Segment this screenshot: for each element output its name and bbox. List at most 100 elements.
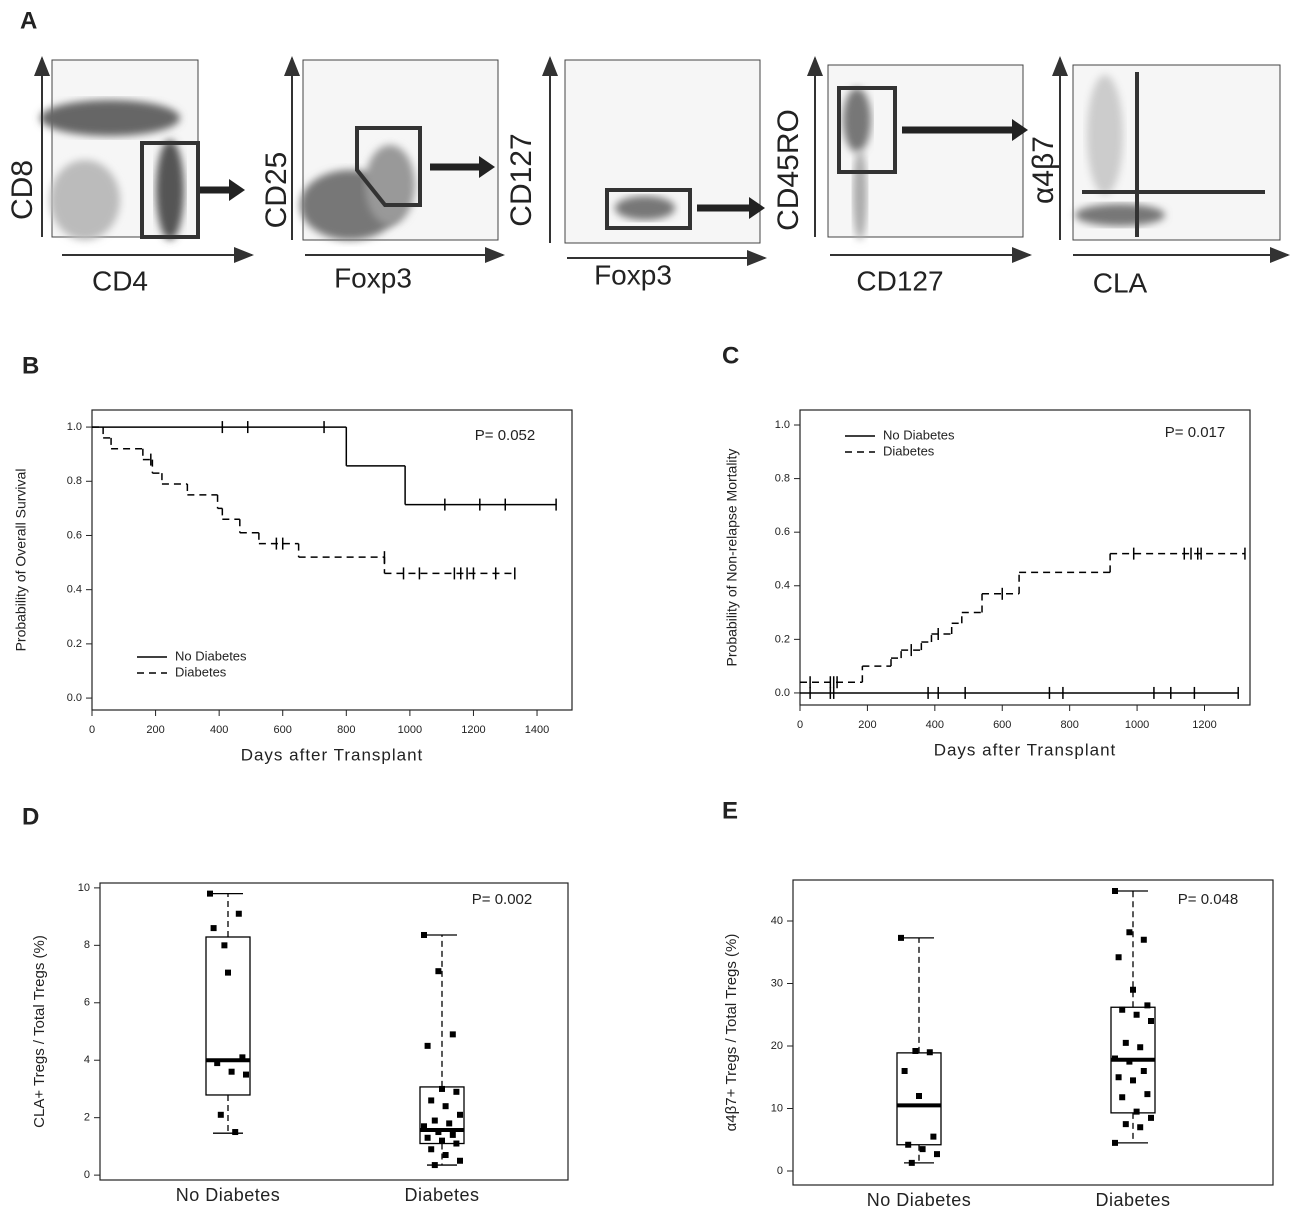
x-axis-label: CD4	[92, 265, 148, 296]
x-tick-label: 800	[337, 724, 355, 736]
data-point	[1137, 1044, 1143, 1050]
data-point	[1137, 1124, 1143, 1130]
y-tick-label: 0.0	[775, 687, 790, 699]
data-point	[1148, 1115, 1154, 1121]
y-axis-label: Probability of Non-relapse Mortality	[724, 449, 740, 667]
x-tick-label: 0	[797, 719, 803, 731]
legend-label: No Diabetes	[175, 648, 247, 663]
data-point	[1130, 987, 1136, 993]
data-point	[446, 1120, 452, 1126]
x-tick-label: 1400	[525, 724, 549, 736]
data-point	[1134, 1109, 1140, 1115]
data-point	[229, 1069, 235, 1075]
data-point	[930, 1134, 936, 1140]
y-tick-label: 0.0	[67, 692, 82, 704]
y-axis-label: CD25	[260, 152, 293, 229]
data-point	[443, 1152, 449, 1158]
data-point	[211, 925, 217, 931]
y-tick-label: 30	[771, 977, 783, 989]
y-axis-label: α4β7	[1027, 136, 1060, 204]
data-point	[239, 1054, 245, 1060]
data-point	[1112, 1140, 1118, 1146]
data-point	[927, 1049, 933, 1055]
y-tick-label: 20	[771, 1040, 783, 1052]
data-point	[1112, 1056, 1118, 1062]
data-point	[1116, 954, 1122, 960]
data-point	[425, 1043, 431, 1049]
y-tick-label: 0.2	[67, 638, 82, 650]
annotation: P= 0.048	[1178, 891, 1238, 908]
x-tick-label: 1000	[398, 724, 422, 736]
plot-frame	[100, 883, 568, 1180]
data-point	[920, 1146, 926, 1152]
data-point	[428, 1146, 434, 1152]
box	[206, 937, 250, 1095]
data-point	[214, 1060, 220, 1066]
density-blob	[156, 140, 184, 240]
x-tick-label: 0	[89, 724, 95, 736]
x-tick-label: Diabetes	[404, 1185, 479, 1205]
y-tick-label: 2	[84, 1112, 90, 1124]
data-point	[221, 942, 227, 948]
density-blob	[853, 150, 867, 240]
data-point	[1134, 1012, 1140, 1018]
data-point	[435, 968, 441, 974]
y-tick-label: 0	[777, 1165, 783, 1177]
y-axis-label: CD45RO	[772, 109, 805, 231]
data-point	[1130, 1077, 1136, 1083]
data-point	[898, 935, 904, 941]
density-blob	[1087, 75, 1123, 195]
y-axis-label: CD8	[6, 160, 39, 220]
density-blob	[1075, 204, 1165, 226]
x-tick-label: 600	[993, 719, 1011, 731]
figure: A CD8CD4CD25Foxp3CD127Foxp3CD45ROCD127α4…	[0, 0, 1291, 1210]
data-point	[435, 1129, 441, 1135]
y-axis-label: CD127	[505, 133, 538, 226]
annotation: P= 0.052	[475, 427, 535, 444]
y-tick-label: 0.4	[775, 580, 790, 592]
data-point	[236, 911, 242, 917]
panel-letter: A	[20, 7, 37, 34]
y-axis-label: Probability of Overall Survival	[13, 469, 29, 652]
y-tick-label: 0	[84, 1169, 90, 1181]
panel-letter: E	[722, 797, 738, 824]
data-point	[1148, 1018, 1154, 1024]
plot-frame	[800, 410, 1250, 705]
data-point	[457, 1158, 463, 1164]
data-point	[1126, 1059, 1132, 1065]
data-point	[1141, 937, 1147, 943]
x-axis-label: Foxp3	[594, 259, 672, 290]
y-tick-label: 0.8	[775, 472, 790, 484]
y-tick-label: 4	[84, 1054, 90, 1066]
y-tick-label: 0.6	[67, 529, 82, 541]
x-axis-label: Days after Transplant	[934, 740, 1117, 759]
data-point	[934, 1151, 940, 1157]
density-blob	[615, 196, 675, 220]
panel-letter: D	[22, 803, 39, 830]
y-tick-label: 1.0	[67, 421, 82, 433]
y-tick-label: 0.2	[775, 633, 790, 645]
panel-letter: B	[22, 352, 39, 379]
data-point	[1123, 1121, 1129, 1127]
data-point	[1144, 1002, 1150, 1008]
plot-frame	[793, 880, 1273, 1185]
data-point	[425, 1135, 431, 1141]
data-point	[207, 891, 213, 897]
data-point	[421, 932, 427, 938]
data-point	[243, 1072, 249, 1078]
data-point	[1141, 1068, 1147, 1074]
x-axis-label: CLA	[1093, 267, 1148, 298]
density-blob	[50, 160, 120, 240]
x-axis-label: Foxp3	[334, 262, 412, 293]
x-axis-label: Days after Transplant	[241, 745, 424, 764]
data-point	[902, 1068, 908, 1074]
y-tick-label: 40	[771, 915, 783, 927]
x-tick-label: 800	[1060, 719, 1078, 731]
data-point	[909, 1160, 915, 1166]
data-point	[232, 1129, 238, 1135]
data-point	[1144, 1091, 1150, 1097]
x-tick-label: Diabetes	[1095, 1190, 1170, 1210]
gate-arrow-head	[229, 179, 245, 201]
data-point	[912, 1048, 918, 1054]
data-point	[421, 1123, 427, 1129]
